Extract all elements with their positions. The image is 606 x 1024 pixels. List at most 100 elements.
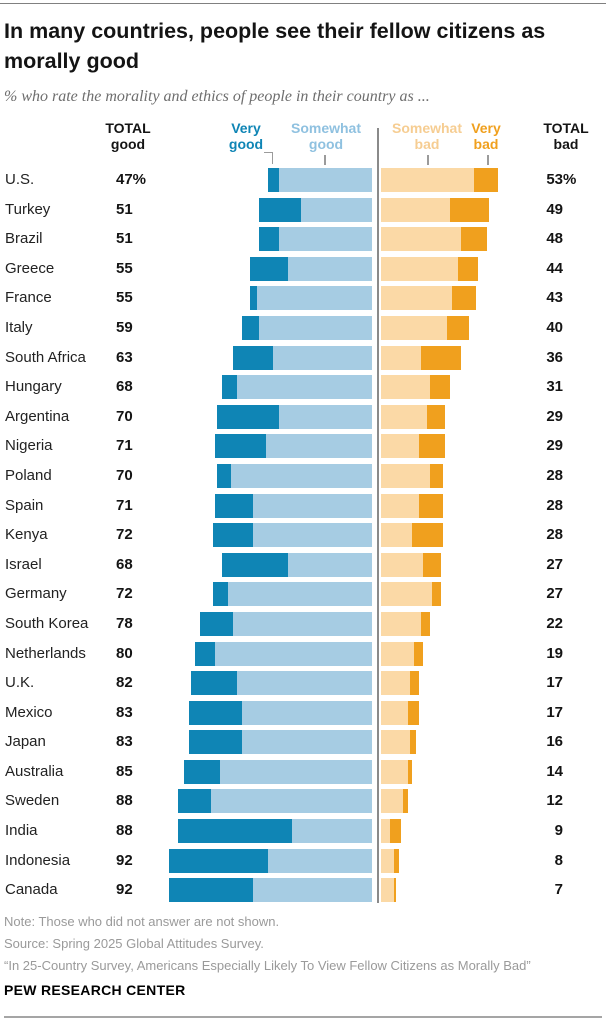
total-good-value: 88 — [116, 822, 133, 840]
very-good-segment — [232, 345, 273, 370]
somewhat-good-segment — [237, 375, 372, 400]
country-label: Poland — [5, 466, 52, 484]
very-good-segment — [177, 819, 293, 844]
table-row: Argentina 70 29 — [0, 403, 606, 433]
very-bad-segment — [473, 168, 499, 192]
somewhat-good-segment — [288, 256, 372, 281]
table-row: Indonesia 92 8 — [0, 847, 606, 877]
country-label: Mexico — [5, 703, 53, 721]
total-bad-value: 8 — [554, 851, 563, 869]
good-bar — [221, 375, 372, 400]
bar-group — [168, 168, 508, 192]
very-bad-segment — [420, 345, 461, 370]
total-good-value: 55 — [116, 289, 133, 307]
table-row: South Korea 78 22 — [0, 610, 606, 640]
bar-group — [168, 700, 508, 725]
somewhat-good-segment — [292, 819, 372, 844]
bar-group — [168, 671, 508, 696]
somewhat-bad-segment — [381, 286, 452, 311]
somewhat-good-segment — [252, 493, 372, 518]
total-good-value: 51 — [116, 200, 133, 218]
country-label: Australia — [5, 762, 64, 780]
very-bad-segment — [447, 315, 470, 340]
bad-bar — [381, 227, 488, 252]
center-divider-line — [377, 128, 379, 903]
good-bar — [212, 523, 372, 548]
somewhat-bad-segment — [381, 493, 419, 518]
table-row: Turkey 51 49 — [0, 196, 606, 226]
somewhat-bad-segment — [381, 611, 421, 636]
somewhat-bad-segment — [381, 404, 428, 429]
bottom-rule — [4, 1016, 602, 1018]
somewhat-good-segment — [232, 611, 372, 636]
table-row: Kenya 72 28 — [0, 521, 606, 551]
total-bad-value: 40 — [546, 318, 563, 336]
country-label: Indonesia — [5, 851, 71, 869]
good-bar — [168, 848, 372, 873]
total-bad-value: 17 — [546, 674, 563, 692]
country-label: Germany — [5, 585, 67, 603]
total-bad-value: 16 — [546, 733, 563, 751]
very-bad-segment — [422, 552, 441, 577]
somewhat-bad-segment — [381, 523, 412, 548]
table-row: U.S. 47% 53% — [0, 166, 606, 196]
column-header-total-good: TOTAL good — [105, 120, 151, 152]
good-bar — [190, 671, 372, 696]
very-good-segment — [188, 700, 242, 725]
total-bad-value: 43 — [546, 289, 563, 307]
column-header-somewhat-bad: Somewhat bad — [391, 120, 462, 152]
total-good-value: 51 — [116, 230, 133, 248]
total-good-value: 80 — [116, 644, 133, 662]
somewhat-good-segment — [279, 227, 372, 252]
very-bad-segment — [418, 493, 443, 518]
somewhat-bad-segment — [381, 375, 430, 400]
note-text: Note: Those who did not answer are not s… — [4, 914, 280, 929]
somewhat-bad-segment — [381, 730, 410, 755]
good-bar — [250, 256, 372, 281]
table-row: France 55 43 — [0, 284, 606, 314]
total-good-value: 55 — [116, 259, 133, 277]
title-line-2: morally good — [4, 49, 139, 73]
top-rule — [0, 3, 606, 4]
source-text: Source: Spring 2025 Global Attitudes Sur… — [4, 935, 264, 951]
somewhat-good-segment — [228, 582, 372, 607]
very-good-segment — [268, 168, 280, 192]
total-good-value: 92 — [116, 851, 133, 869]
total-bad-value: 28 — [546, 526, 563, 544]
table-row: Hungary 68 31 — [0, 373, 606, 403]
column-header-total-bad: TOTAL bad — [543, 120, 589, 152]
total-good-value: 70 — [116, 407, 133, 425]
very-bad-segment — [407, 759, 412, 784]
good-bar — [215, 493, 372, 518]
good-bar — [221, 552, 372, 577]
table-row: Italy 59 40 — [0, 314, 606, 344]
total-bad-value: 53% — [500, 168, 576, 192]
total-bad-value: 28 — [546, 496, 563, 514]
table-row: Netherlands 80 19 — [0, 640, 606, 670]
very-bad-segment — [411, 523, 443, 548]
table-row: Spain 71 28 — [0, 492, 606, 522]
table-row: South Africa 63 36 — [0, 344, 606, 374]
very-bad-segment — [449, 197, 490, 222]
very-bad-segment — [414, 641, 423, 666]
total-bad-value: 9 — [554, 822, 563, 840]
total-bad-value: 49 — [546, 200, 563, 218]
country-label: Canada — [5, 881, 58, 899]
very-good-segment — [177, 789, 211, 814]
country-label: Greece — [5, 259, 55, 277]
total-good-value: 68 — [116, 555, 133, 573]
very-bad-segment — [451, 286, 477, 311]
somewhat-bad-segment — [381, 878, 395, 903]
total-good-value: 82 — [116, 674, 133, 692]
report-title-text: “In 25-Country Survey, Americans Especia… — [4, 957, 531, 973]
bad-bar — [381, 463, 443, 488]
bad-bar — [381, 523, 443, 548]
somewhat-good-segment — [210, 789, 372, 814]
somewhat-good-segment — [252, 523, 372, 548]
bar-group — [168, 315, 508, 340]
good-bar — [250, 286, 372, 311]
very-bad-segment — [429, 463, 443, 488]
bad-bar — [381, 611, 430, 636]
somewhat-good-segment — [279, 168, 372, 192]
total-bad-value: 27 — [546, 585, 563, 603]
